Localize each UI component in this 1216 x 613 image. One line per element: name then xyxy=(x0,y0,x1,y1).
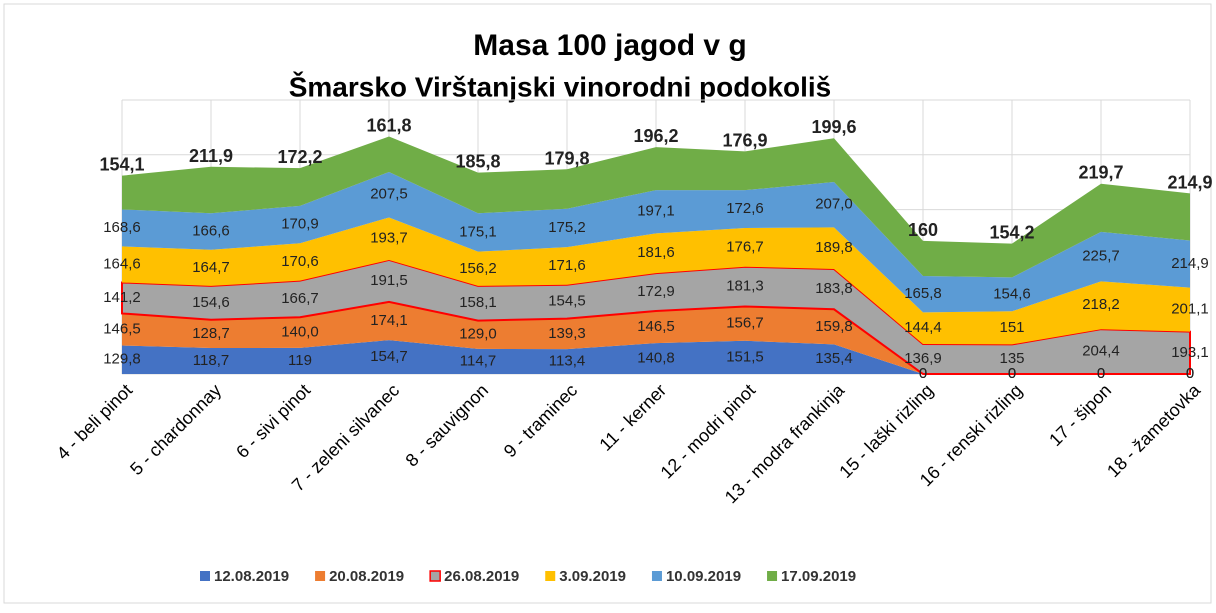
value-label: 0 xyxy=(1186,365,1194,382)
value-label: 151 xyxy=(999,319,1024,336)
legend-swatch xyxy=(651,571,662,581)
value-label: 136,9 xyxy=(904,350,942,367)
value-label: 0 xyxy=(1186,365,1194,382)
value-label: 175,1 xyxy=(459,223,497,240)
legend-swatch xyxy=(315,571,326,581)
value-label: 179,8 xyxy=(544,148,589,168)
area xyxy=(122,136,1190,278)
value-label: 174,1 xyxy=(370,312,408,329)
value-label: 135,4 xyxy=(815,350,853,367)
value-label: 140,8 xyxy=(637,350,675,367)
value-label: 185,8 xyxy=(455,152,500,172)
value-label: 164,7 xyxy=(192,259,230,276)
chart-title: Masa 100 jagod v g xyxy=(473,29,746,62)
area xyxy=(122,172,1190,313)
value-label: 207,5 xyxy=(370,186,408,203)
area xyxy=(122,217,1190,345)
value-label: 0 xyxy=(1097,365,1105,382)
value-label: 160 xyxy=(908,220,938,240)
value-label: 181,3 xyxy=(726,278,764,295)
value-label: 139,3 xyxy=(548,325,586,342)
value-label: 146,5 xyxy=(103,320,141,337)
value-label: 183,8 xyxy=(815,280,853,297)
value-label: 172,2 xyxy=(277,147,322,167)
value-label: 144,4 xyxy=(904,319,942,336)
value-label: 129,8 xyxy=(103,351,141,368)
value-label: 201,1 xyxy=(1171,301,1209,318)
value-label: 154,2 xyxy=(989,223,1034,243)
value-label: 204,4 xyxy=(1082,343,1120,360)
value-label: 113,4 xyxy=(549,353,585,370)
legend-swatch xyxy=(429,570,441,582)
value-label: 119 xyxy=(288,352,312,369)
value-label: 0 xyxy=(919,365,927,382)
value-label: 164,6 xyxy=(103,255,141,272)
value-label: 181,6 xyxy=(637,244,675,261)
value-label: 197,1 xyxy=(637,203,675,220)
value-label: 191,5 xyxy=(370,272,408,289)
value-label: 218,2 xyxy=(1082,296,1120,313)
value-label: 219,7 xyxy=(1078,163,1123,183)
value-label: 172,6 xyxy=(726,200,764,217)
value-label: 128,7 xyxy=(192,325,230,342)
value-label: 189,8 xyxy=(815,239,853,256)
value-label: 211,9 xyxy=(189,146,233,166)
area xyxy=(122,340,1190,374)
value-label: 170,6 xyxy=(281,253,319,270)
area xyxy=(122,301,1190,374)
value-label: 214,9 xyxy=(1167,172,1212,192)
value-label: 156,2 xyxy=(459,260,497,277)
value-label: 0 xyxy=(919,365,927,382)
value-label: 193,7 xyxy=(370,230,408,247)
value-label: 166,7 xyxy=(281,290,319,307)
value-label: 214,9 xyxy=(1171,255,1209,272)
value-label: 0 xyxy=(1097,365,1105,382)
value-label: 154,7 xyxy=(370,348,408,365)
value-label: 141,2 xyxy=(103,289,141,306)
legend-label: 10.09.2019 xyxy=(666,568,741,585)
legend-label: 20.08.2019 xyxy=(329,568,404,585)
legend-label: 3.09.2019 xyxy=(559,568,626,585)
value-label: 176,9 xyxy=(722,130,767,150)
value-label: 172,9 xyxy=(637,283,675,300)
value-label: 146,5 xyxy=(637,318,675,335)
legend-label: 12.08.2019 xyxy=(214,568,289,585)
legend-label: 26.08.2019 xyxy=(444,568,519,585)
value-label: 154,6 xyxy=(192,294,230,311)
value-label: 114,7 xyxy=(460,352,496,369)
value-label: 0 xyxy=(1008,365,1016,382)
value-label: 170,9 xyxy=(281,216,319,233)
value-label: 199,6 xyxy=(811,117,856,137)
value-label: 171,6 xyxy=(548,257,586,274)
legend-swatch xyxy=(200,571,210,581)
value-label: 165,8 xyxy=(904,285,942,302)
value-label: 154,5 xyxy=(548,293,586,310)
legend: 12.08.2019 20.08.2019 26.08.2019 3.09.2019 1… xyxy=(200,568,856,585)
legend-swatch xyxy=(767,571,778,581)
value-label: 135 xyxy=(999,350,1024,367)
chart-subtitle: Šmarsko Virštanjski vinorodni podokoliš xyxy=(289,70,832,102)
value-label: 159,8 xyxy=(815,318,853,335)
value-label: 0 xyxy=(1008,365,1016,382)
value-label: 129,0 xyxy=(459,326,497,343)
value-label: 118,7 xyxy=(193,352,229,369)
value-label: 140,0 xyxy=(281,324,319,341)
value-label: 193,1 xyxy=(1171,344,1209,361)
value-label: 225,7 xyxy=(1082,248,1120,265)
value-label: 166,6 xyxy=(192,222,230,239)
value-label: 207,0 xyxy=(815,196,853,213)
value-label: 161,8 xyxy=(366,115,411,135)
value-label: 168,6 xyxy=(103,219,141,236)
value-label: 156,7 xyxy=(726,315,764,332)
value-label: 158,1 xyxy=(459,294,497,311)
legend-swatch xyxy=(545,571,556,581)
value-label: 176,7 xyxy=(726,238,764,255)
value-label: 151,5 xyxy=(726,348,764,365)
value-label: 196,2 xyxy=(633,126,678,146)
value-label: 175,2 xyxy=(548,219,586,236)
value-label: 154,6 xyxy=(993,285,1031,302)
legend-label: 17.09.2019 xyxy=(781,568,856,585)
value-label: 154,1 xyxy=(99,155,144,175)
